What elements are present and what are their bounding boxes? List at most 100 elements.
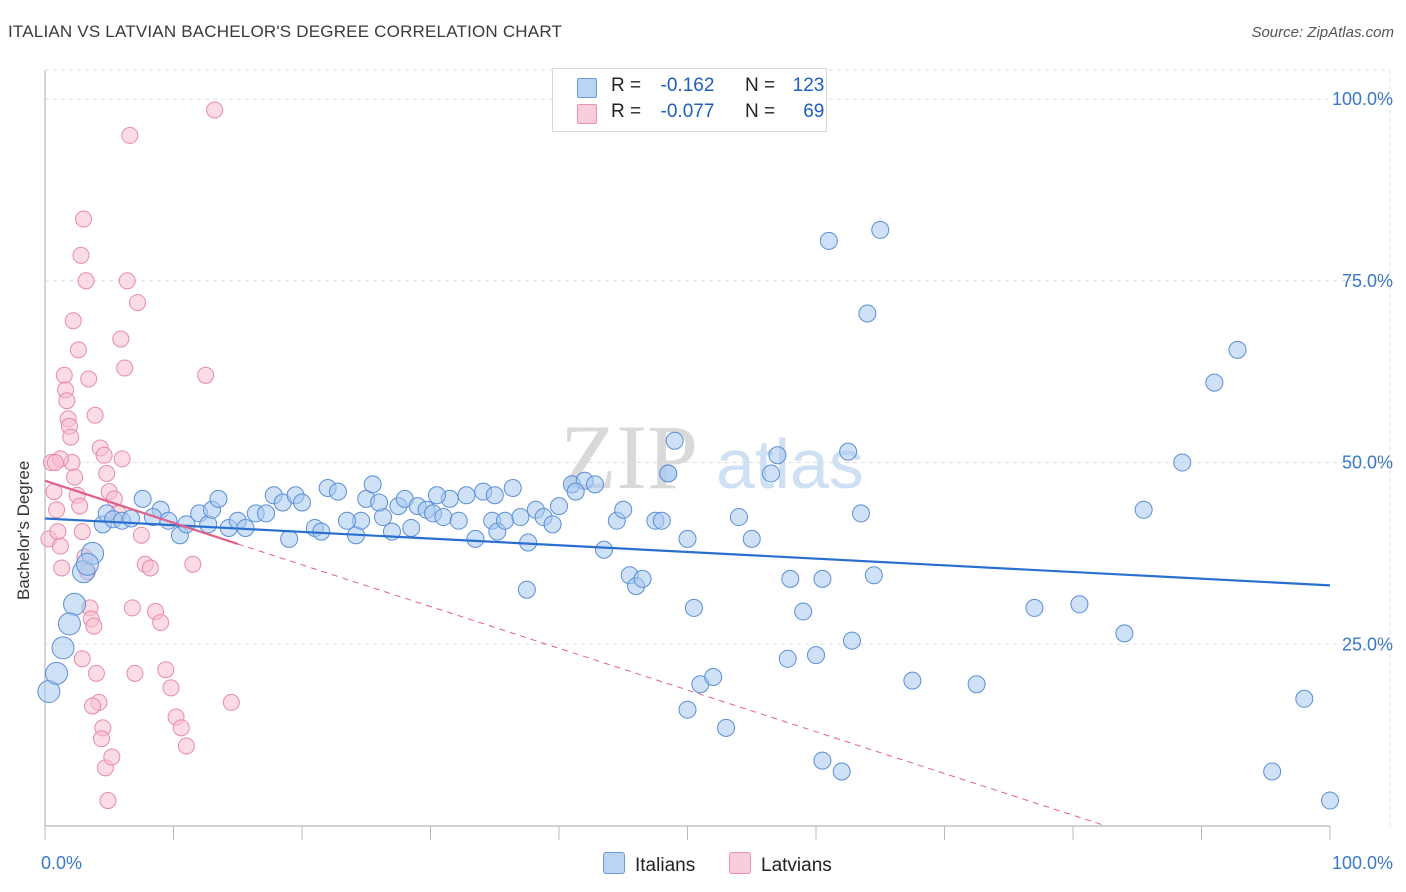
italians-point-12 xyxy=(122,509,141,528)
trend-lines xyxy=(44,479,1331,827)
latvians-point-30 xyxy=(64,312,82,330)
italians-r-value: -0.162 xyxy=(660,75,715,96)
italians-point-107 xyxy=(1134,500,1153,519)
italians-point-113 xyxy=(1321,791,1339,810)
latvians-point-16 xyxy=(71,497,89,515)
italians-point-99 xyxy=(871,220,890,239)
bottom-legend-italians: Italians xyxy=(603,852,695,877)
latvians-points xyxy=(40,101,240,810)
italians-point-69 xyxy=(594,540,613,559)
italians-point-98 xyxy=(858,304,877,323)
italians-point-49 xyxy=(434,508,453,527)
italians-point-58 xyxy=(503,478,522,497)
italians-point-94 xyxy=(839,442,858,461)
italians-point-119 xyxy=(485,486,504,505)
italians-point-86 xyxy=(729,508,748,527)
latvians-trend-extension xyxy=(237,543,1107,827)
italians-point-88 xyxy=(768,446,787,465)
italians-point-90 xyxy=(778,649,797,668)
latvians-point-60 xyxy=(206,101,224,119)
latvians-point-3 xyxy=(48,501,66,519)
watermark-atlas: atlas xyxy=(716,425,864,503)
italians-point-22 xyxy=(209,489,228,508)
latvians-point-59 xyxy=(197,366,215,384)
latvians-point-67 xyxy=(126,664,144,682)
italians-point-91 xyxy=(794,602,813,621)
latvians-n-value: 69 xyxy=(803,101,825,122)
grid-lines xyxy=(45,69,1391,826)
italians-point-3 xyxy=(63,592,87,616)
italians-point-116 xyxy=(337,511,356,530)
latvians-point-53 xyxy=(157,661,175,679)
italians-point-2 xyxy=(51,636,75,660)
latvians-point-17 xyxy=(73,523,91,541)
latvians-point-64 xyxy=(93,730,111,748)
latvians-point-61 xyxy=(222,693,240,711)
italians-point-85 xyxy=(742,529,761,548)
latvians-point-38 xyxy=(95,446,113,464)
bottom-legend-latvians: Latvians xyxy=(729,852,832,877)
italians-n-value: 123 xyxy=(792,75,825,96)
italians-point-71 xyxy=(614,500,633,519)
latvians-point-9 xyxy=(58,392,76,410)
latvians-point-39 xyxy=(98,464,116,482)
y-tick-label-0: 25.0% xyxy=(1342,634,1393,654)
correlation-legend: R = -0.162 N = 123 R = -0.077 N = 69 xyxy=(552,68,827,132)
italians-point-92 xyxy=(807,646,825,665)
italians-point-68 xyxy=(566,482,585,501)
latvians-point-6 xyxy=(53,559,71,577)
italians-point-118 xyxy=(427,486,446,505)
y-tick-label-1: 50.0% xyxy=(1342,453,1393,473)
italians-point-1 xyxy=(45,661,69,685)
y-tick-label-3: 100.0% xyxy=(1332,89,1393,109)
italians-trend-line xyxy=(44,517,1331,587)
latvians-point-58 xyxy=(184,555,202,573)
italians-point-111 xyxy=(1263,762,1282,781)
latvians-point-34 xyxy=(77,272,95,290)
latvians-point-65 xyxy=(103,748,121,766)
legend-r-label: R = xyxy=(611,75,642,96)
italians-point-78 xyxy=(652,511,671,530)
italians-point-102 xyxy=(903,671,922,690)
latvians-point-36 xyxy=(86,406,104,424)
italians-point-105 xyxy=(1070,595,1089,614)
legend-n-label: N = xyxy=(744,101,776,122)
latvians-point-43 xyxy=(112,330,130,348)
italians-point-114 xyxy=(659,464,678,483)
italians-point-45 xyxy=(402,518,421,537)
latvians-point-56 xyxy=(172,719,190,737)
latvians-point-47 xyxy=(129,294,147,312)
latvians-r-value: -0.077 xyxy=(660,101,715,122)
x-tick-label-min: 0.0% xyxy=(41,853,82,873)
italians-point-74 xyxy=(633,569,652,588)
italians-legend-swatch xyxy=(603,852,625,874)
italians-point-32 xyxy=(293,493,311,512)
latvians-point-7 xyxy=(55,366,73,384)
y-tick-label-2: 75.0% xyxy=(1342,271,1393,291)
latvians-point-62 xyxy=(73,650,91,668)
latvians-point-4 xyxy=(49,523,67,541)
italians-point-64 xyxy=(517,580,536,599)
italians-point-40 xyxy=(363,475,382,494)
tick-labels: 25.0% 50.0% 75.0% 100.0% 0.0% 100.0% xyxy=(41,89,1393,873)
latvians-point-46 xyxy=(121,126,139,144)
italians-point-79 xyxy=(678,529,697,548)
italians-point-52 xyxy=(457,486,476,505)
italians-swatch xyxy=(577,78,597,98)
italians-point-53 xyxy=(466,529,485,548)
italians-point-109 xyxy=(1205,373,1224,392)
latvians-point-35 xyxy=(80,370,98,388)
italians-point-95 xyxy=(842,631,861,650)
legend-n-label: N = xyxy=(744,75,776,96)
latvians-point-45 xyxy=(118,272,136,290)
latvians-point-32 xyxy=(72,246,90,264)
italians-point-96 xyxy=(819,231,838,250)
latvians-point-66 xyxy=(123,599,141,617)
italians-point-51 xyxy=(449,511,468,530)
italians-point-27 xyxy=(257,504,276,523)
watermark: ZIP atlas xyxy=(560,406,864,508)
italians-points xyxy=(37,220,1339,810)
latvians-point-50 xyxy=(141,559,159,577)
italians-point-84 xyxy=(717,718,736,737)
latvians-point-12 xyxy=(62,428,80,446)
